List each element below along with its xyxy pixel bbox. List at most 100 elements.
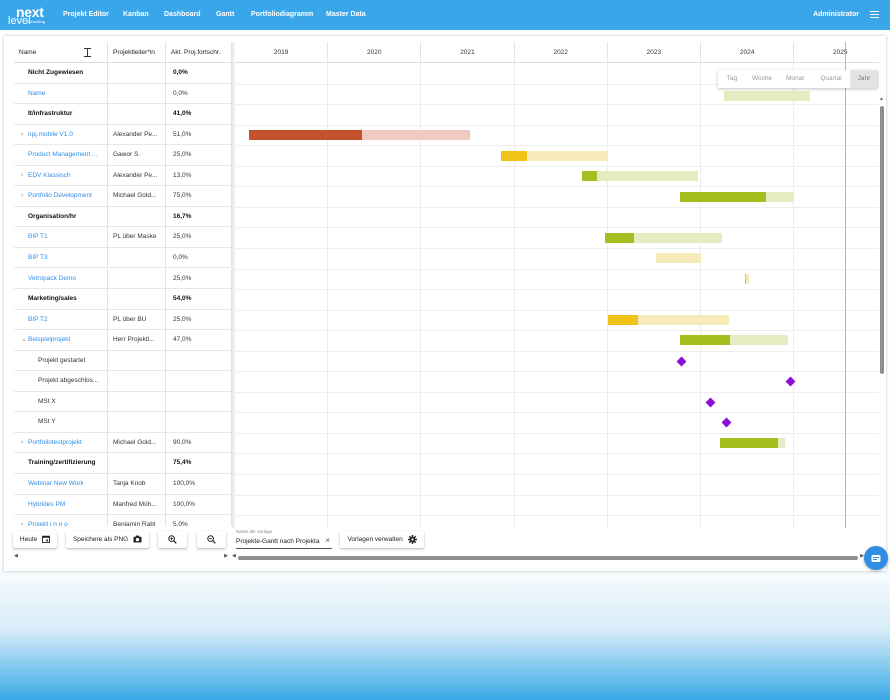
user-menu[interactable]: Administrator [813, 11, 859, 18]
nav-projekt-editor[interactable]: Projekt Editor [63, 11, 109, 18]
support-button[interactable] [864, 546, 888, 570]
column-header-progress[interactable]: Akt. Proj.fortschr. [166, 42, 232, 63]
template-name-field[interactable]: Name der Vorlage Projekte-Gantt nach Pro… [236, 529, 332, 549]
vertical-scrollbar[interactable] [880, 106, 884, 374]
table-row[interactable]: Webinar New Work Tanja Knob 100,0% [14, 474, 232, 495]
project-name[interactable]: BIP T1 [14, 227, 108, 248]
project-name[interactable]: Hybrides PM [14, 494, 108, 516]
table-row[interactable]: Organisation/hr 16,7% [14, 206, 232, 228]
gantt-bar-progress[interactable] [607, 314, 639, 325]
table-row[interactable]: It/infrastruktur 41,0% [14, 104, 232, 125]
gantt-bar[interactable] [656, 253, 701, 264]
scroll-up-arrow-icon[interactable]: ▲ [879, 96, 884, 102]
gantt-bar-progress[interactable] [719, 438, 779, 449]
zoom-monat[interactable]: Monat [785, 75, 805, 82]
gantt-bar[interactable] [581, 171, 699, 182]
nav-master-data[interactable]: Master Data [326, 11, 366, 18]
table-row[interactable]: Marketing/sales 54,0% [14, 289, 232, 310]
table-row[interactable]: Portfoliotestprojekt › Michael Gold... 90,0… [14, 432, 232, 454]
table-row[interactable]: MSt Y [14, 412, 232, 433]
gantt-bar[interactable] [724, 91, 811, 101]
expand-icon[interactable]: › [21, 521, 24, 526]
project-name[interactable]: Beispielprojekt ⌄ [14, 330, 108, 351]
gantt-bar-progress[interactable] [679, 191, 766, 202]
nav-gantt[interactable]: Gantt [216, 11, 235, 18]
project-name[interactable]: BIP T2 [14, 309, 108, 331]
project-name[interactable]: Product Management ... [14, 145, 108, 166]
milestone-marker[interactable] [705, 397, 716, 408]
table-row[interactable]: MSt X [14, 391, 232, 413]
table-row[interactable]: BIP T3 0,0% [14, 247, 232, 269]
milestone-marker[interactable] [676, 356, 687, 366]
project-name[interactable]: BIP T3 [14, 247, 108, 269]
zoom-tag[interactable]: Tag [726, 75, 738, 82]
logo[interactable]: next level consulting [8, 4, 54, 27]
project-name[interactable]: Projekt i n n o › [14, 515, 108, 526]
pane-divider[interactable] [232, 42, 236, 528]
gantt-bar[interactable] [744, 273, 750, 284]
scroll-left-arrow-icon[interactable]: ◀ [14, 553, 18, 559]
gantt-bar-progress[interactable] [744, 273, 746, 284]
table-row[interactable]: Name 0,0% [14, 83, 232, 105]
table-row[interactable]: Projekt i n n o › Benjamin Rabl 5,0% [14, 515, 232, 526]
column-header-name[interactable]: Name [14, 42, 108, 63]
gantt-bar[interactable] [679, 335, 788, 346]
table-row[interactable]: Vetropack Demo 25,0% [14, 268, 232, 289]
expand-icon[interactable]: › [21, 192, 24, 200]
gantt-bar-progress[interactable] [679, 335, 731, 346]
nav-kanban[interactable]: Kanban [123, 11, 149, 18]
project-name[interactable]: Webinar New Work [14, 474, 108, 495]
gantt-bar[interactable] [500, 150, 608, 161]
zoom-out-button[interactable] [197, 531, 226, 548]
column-header-lead[interactable]: Projektleiter*in [108, 42, 166, 63]
sort-icon[interactable] [84, 48, 92, 57]
project-name[interactable]: npj.mobile V1.0 › [14, 124, 108, 146]
template-name-value[interactable]: Projekte-Gantt nach Projektart [236, 538, 320, 545]
scroll-left-arrow-icon[interactable]: ◀ [232, 553, 236, 559]
gantt-bar-progress[interactable] [605, 232, 635, 243]
scroll-right-arrow-icon[interactable]: ▶ [860, 553, 864, 559]
today-button[interactable]: Heute [13, 531, 57, 548]
zoom-jahr[interactable]: Jahr [850, 70, 878, 88]
collapse-icon[interactable]: ⌄ [21, 336, 27, 344]
zoom-in-button[interactable] [158, 531, 187, 548]
table-row[interactable]: Product Management ... Gawor S. 25,0% [14, 145, 232, 166]
nav-portfoliodiagramm[interactable]: Portfoliodiagramm [251, 11, 314, 18]
table-row[interactable]: Projekt gestartet [14, 350, 232, 372]
clear-icon[interactable]: × [325, 536, 330, 545]
expand-icon[interactable]: › [21, 130, 24, 138]
save-png-button[interactable]: Speichere als PNG [66, 531, 149, 548]
table-row[interactable]: EDV Klassisch › Alexander Pe... 13,0% [14, 165, 232, 187]
zoom-quartal[interactable]: Quartal [820, 75, 842, 82]
scrollbar-thumb[interactable] [238, 556, 858, 560]
table-row[interactable]: npj.mobile V1.0 › Alexander Pe... 51,0% [14, 124, 232, 146]
menu-icon[interactable] [870, 11, 879, 19]
gantt-bar[interactable] [605, 232, 722, 243]
expand-icon[interactable]: › [21, 438, 24, 446]
zoom-woche[interactable]: Woche [751, 75, 773, 82]
gantt-bar[interactable] [607, 314, 729, 325]
nav-dashboard[interactable]: Dashboard [164, 11, 201, 18]
table-row[interactable]: Hybrides PM Manfred Müh... 100,0% [14, 494, 232, 516]
expand-icon[interactable]: › [21, 171, 24, 179]
table-row[interactable]: BIP T2 PL über BU 25,0% [14, 309, 232, 331]
left-horizontal-scrollbar[interactable]: ◀ ▶ [14, 553, 228, 561]
gantt-horizontal-scrollbar[interactable]: ◀ ▶ [232, 553, 864, 561]
project-name[interactable]: Portfolio Development › [14, 186, 108, 207]
project-name[interactable]: Name [14, 83, 108, 105]
milestone-marker[interactable] [721, 417, 732, 428]
manage-templates-button[interactable]: Vorlagen verwalten [340, 531, 424, 548]
scroll-right-arrow-icon[interactable]: ▶ [224, 553, 228, 559]
table-row[interactable]: Portfolio Development › Michael Gold... 75,… [14, 186, 232, 207]
table-row[interactable]: Nicht Zugewiesen 0,0% [14, 63, 232, 84]
project-name[interactable]: Portfoliotestprojekt › [14, 432, 108, 454]
table-row[interactable]: Projekt abgeschlos... [14, 371, 232, 392]
table-row[interactable]: Training/zertifizierung 75,4% [14, 453, 232, 474]
gantt-bar-progress[interactable] [581, 171, 597, 182]
gantt-bar-progress[interactable] [500, 150, 528, 161]
table-row[interactable]: Beispielprojekt ⌄ Herr Projektl... 47,0% [14, 330, 232, 351]
project-name[interactable]: EDV Klassisch › [14, 165, 108, 187]
project-name[interactable]: Vetropack Demo [14, 268, 108, 289]
table-row[interactable]: BIP T1 PL über Maske 25,0% [14, 227, 232, 248]
gantt-bar-progress[interactable] [248, 129, 362, 140]
